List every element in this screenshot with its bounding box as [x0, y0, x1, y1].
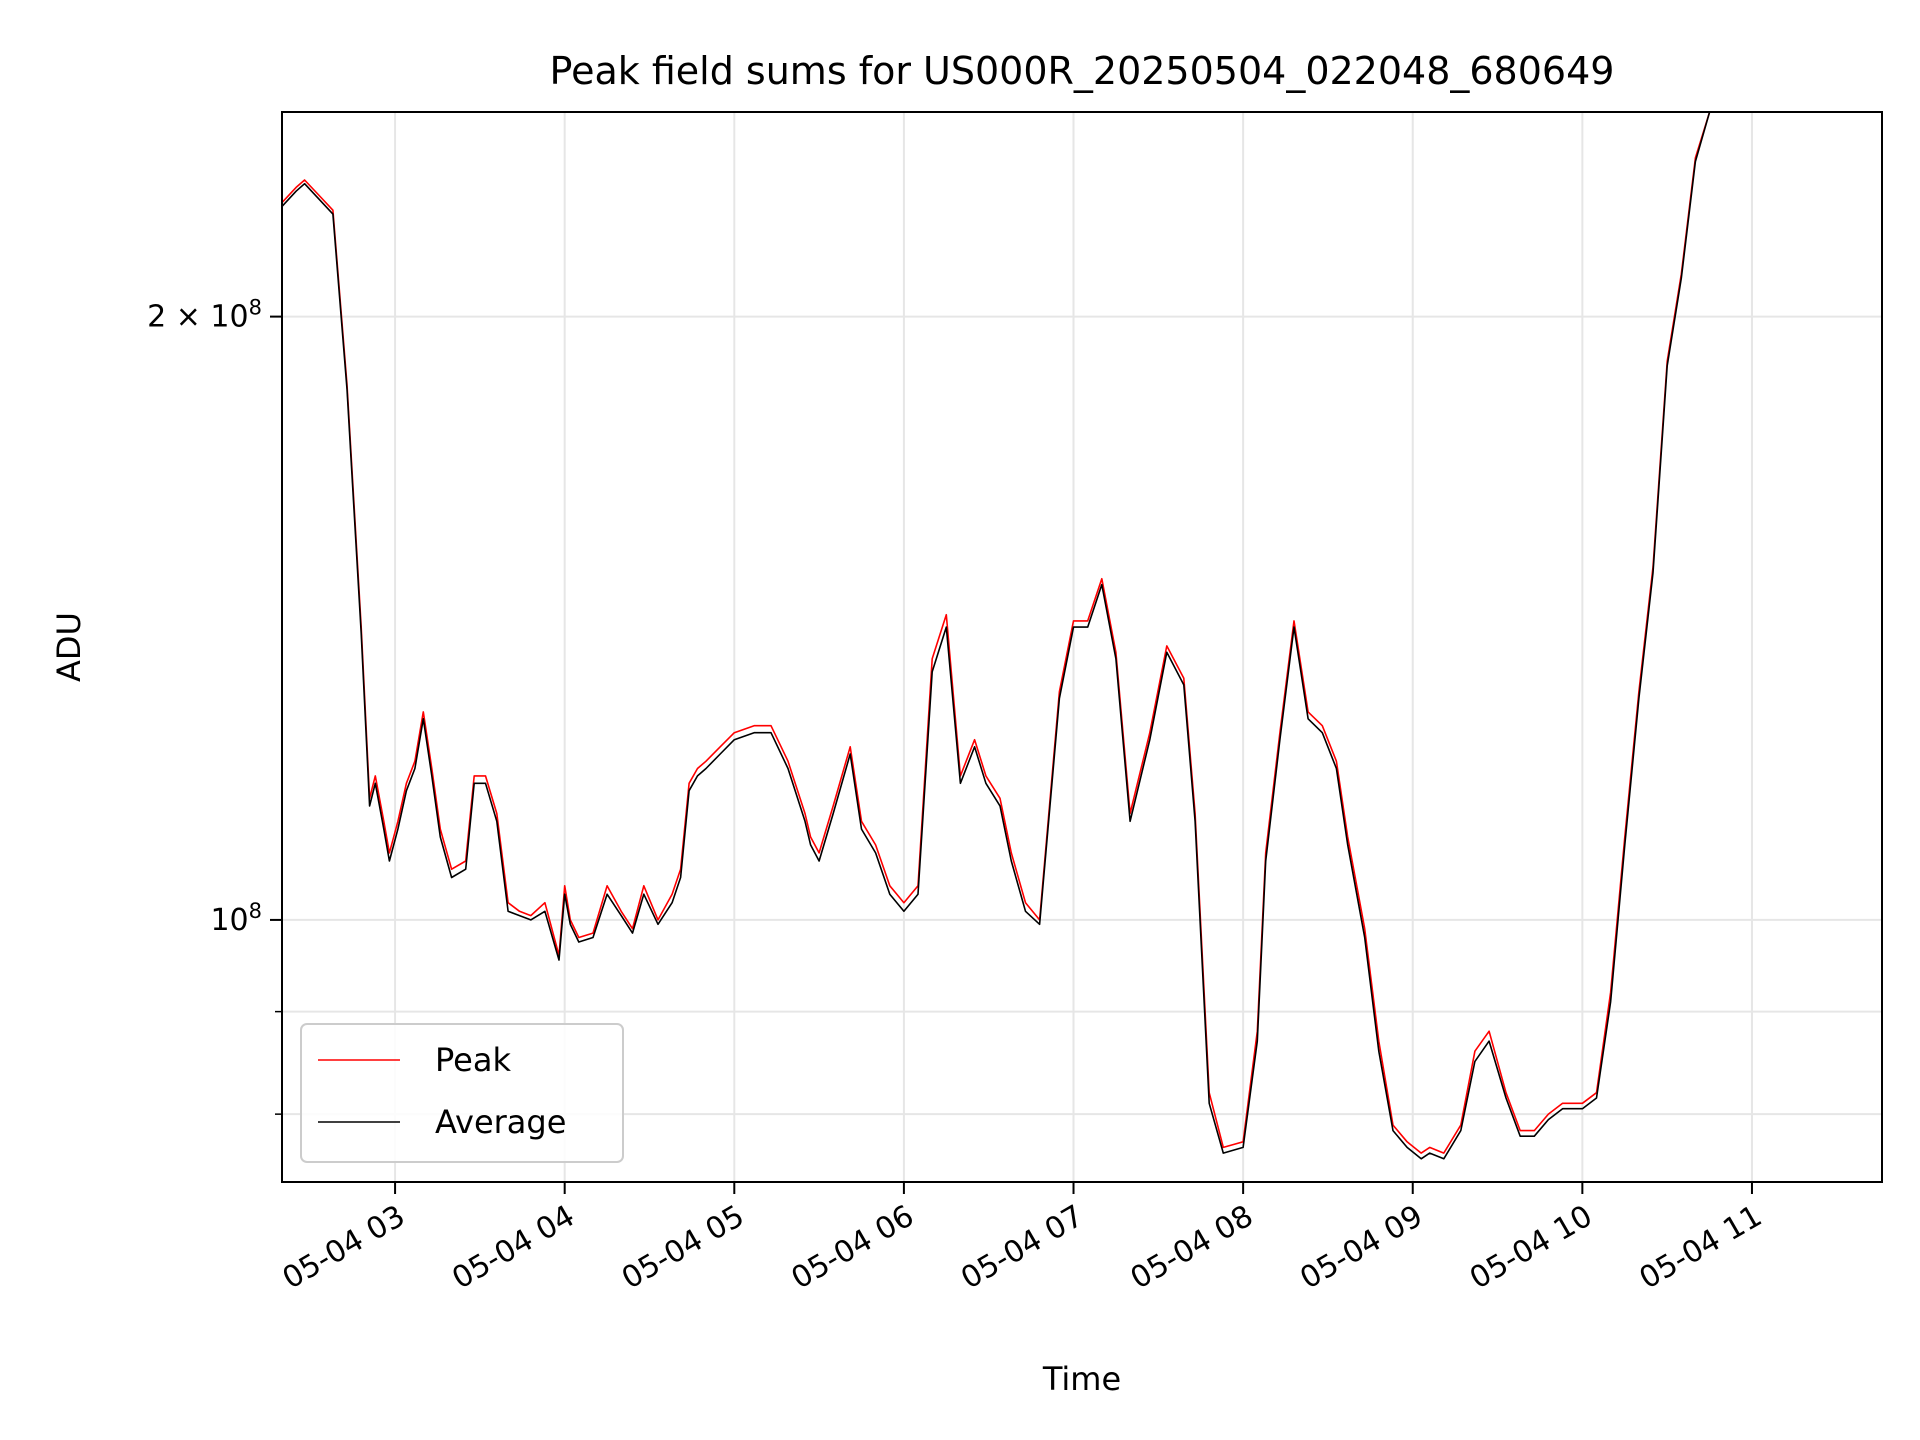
y-tick-label: 2 × 108 [147, 296, 262, 335]
chart-title: Peak field sums for US000R_20250504_0220… [550, 49, 1615, 93]
y-tick-label: 108 [210, 899, 262, 938]
series-layer [282, 112, 1724, 1160]
legend-average-label: Average [435, 1103, 566, 1141]
y-axis: 2 × 108 108 [147, 296, 282, 1115]
legend: Peak Average [300, 1023, 624, 1163]
plot-frame [281, 111, 1883, 1183]
series-line-average [282, 112, 1724, 1160]
y-axis-label: ADU [50, 612, 88, 682]
legend-peak-label: Peak [435, 1041, 511, 1079]
legend-box [300, 1023, 624, 1163]
x-axis-label: Time [1042, 1360, 1121, 1398]
